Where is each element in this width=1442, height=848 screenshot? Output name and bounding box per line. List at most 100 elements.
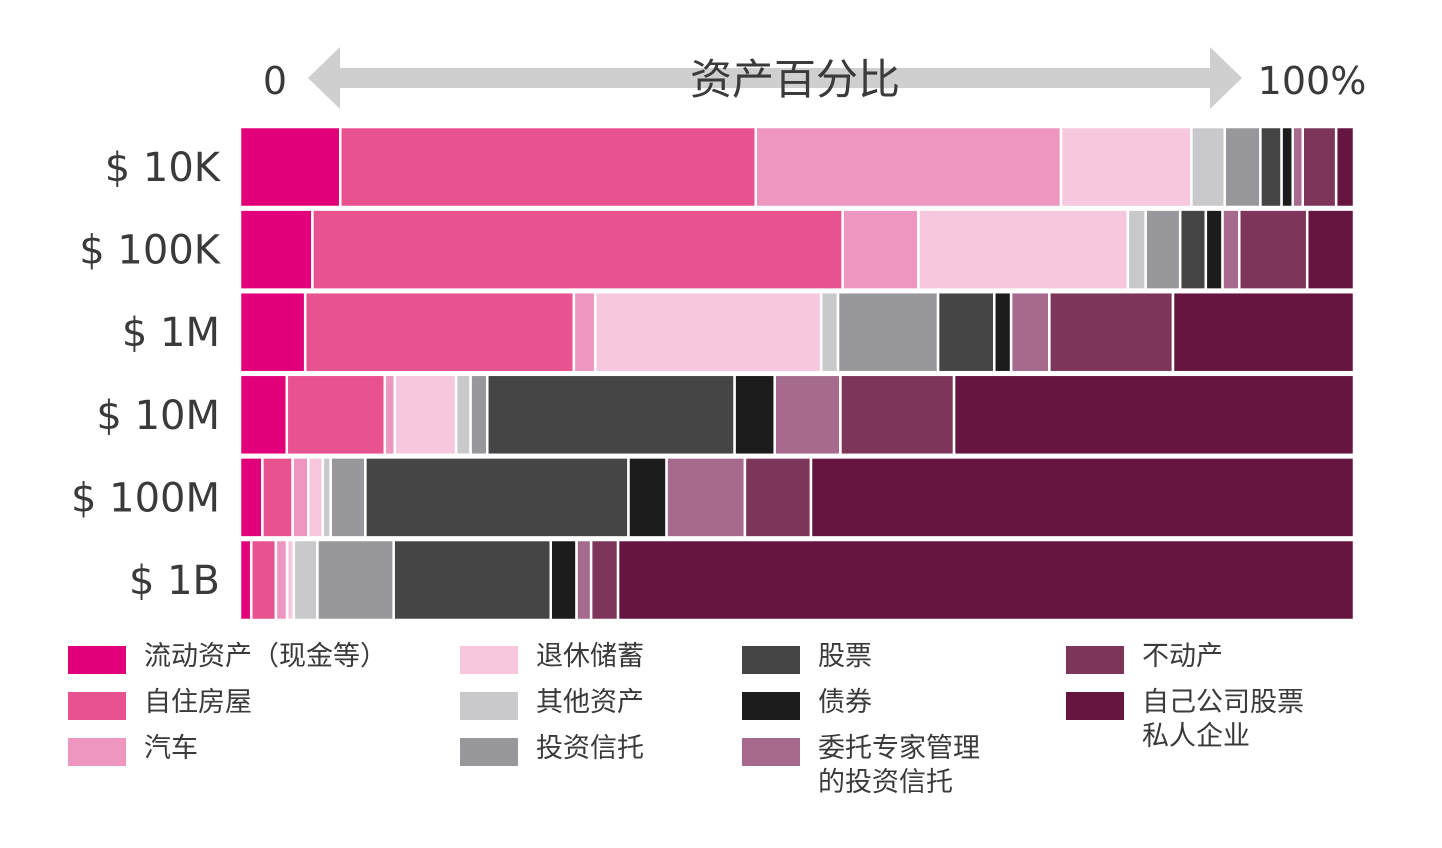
legend-label-line: 流动资产（现金等） <box>144 641 387 672</box>
bar-segment <box>952 373 1356 457</box>
bar-segment <box>291 456 310 539</box>
legend-label-line: 退休储蓄 <box>536 641 644 672</box>
bar-segment <box>665 456 747 539</box>
bar-segment <box>364 456 630 539</box>
legend-swatch <box>68 738 126 766</box>
bar-segment <box>274 538 289 622</box>
bar-row <box>238 125 1356 209</box>
bar-segment <box>1009 290 1051 374</box>
bar-segment <box>819 290 840 374</box>
bar-segment <box>1126 208 1147 291</box>
legend-swatch <box>742 738 800 766</box>
bar-segment <box>383 373 397 457</box>
bar-segment <box>1204 208 1224 291</box>
legend-item: 退休储蓄 <box>460 640 644 674</box>
bar-segment <box>486 373 736 457</box>
category-label: $ 1B <box>129 558 220 604</box>
legend-label-line: 股票 <box>818 641 872 672</box>
stacked-bar-chart: 0 资产百分比 100% $ 10K$ 100K$ 1M$ 10M$ 100M$… <box>71 47 1366 622</box>
legend-label-line: 的投资信托 <box>818 767 953 798</box>
bar-segment <box>593 290 823 374</box>
bar-segment <box>627 456 668 539</box>
legend-label: 委托专家管理 的投资信托 <box>818 732 980 800</box>
legend-label-line: 汽车 <box>144 733 198 764</box>
bar-segment <box>589 538 620 622</box>
bar-segment <box>261 456 294 539</box>
legend-swatch <box>1066 692 1124 720</box>
bar-segment <box>1238 208 1309 291</box>
bar-segment <box>1144 208 1182 291</box>
legend-item: 其他资产 <box>460 686 644 720</box>
category-label: $ 10M <box>96 393 220 439</box>
legend-label: 投资信托 <box>536 732 644 766</box>
legend-label: 流动资产（现金等） <box>144 640 387 674</box>
bar-segment <box>993 290 1013 374</box>
bar-segment <box>238 290 307 374</box>
bar-segment <box>836 290 940 374</box>
category-label: $ 1M <box>122 310 220 356</box>
legend-label: 汽车 <box>144 732 198 766</box>
bar-segment <box>733 373 776 457</box>
legend-swatch <box>460 738 518 766</box>
bar-segment <box>616 538 1356 622</box>
bar-segment <box>339 125 758 209</box>
bar-segment <box>238 373 289 457</box>
bar-row <box>238 373 1356 457</box>
bar-segment <box>743 456 813 539</box>
bar-segment <box>1334 125 1356 209</box>
bar-segment <box>249 538 278 622</box>
bar-segment <box>809 456 1356 539</box>
bar-segment <box>238 208 314 291</box>
bar-segment <box>285 373 387 457</box>
legend-item: 自住房屋 <box>68 686 252 720</box>
bar-segment <box>572 290 597 374</box>
bar-segment <box>303 290 576 374</box>
legend-item: 委托专家管理 的投资信托 <box>742 732 980 800</box>
legend-label: 其他资产 <box>536 686 644 720</box>
category-labels: $ 10K $ 100K $ 1M $ 10M $ 100M $ 1B <box>71 145 222 604</box>
bar-segment <box>841 208 920 291</box>
legend-label: 自己公司股票 私人企业 <box>1142 686 1304 754</box>
bar-segment <box>307 456 325 539</box>
legend-swatch <box>460 692 518 720</box>
bar-segment <box>469 373 489 457</box>
legend-label: 股票 <box>818 640 872 674</box>
legend-swatch <box>742 646 800 674</box>
axis-arrow-shape <box>308 47 1242 109</box>
legend-label-line: 其他资产 <box>536 687 644 718</box>
legend-label-line: 自己公司股票 <box>1142 687 1304 718</box>
bar-rows <box>238 125 1356 622</box>
bar-segment <box>1190 125 1227 209</box>
legend-label-line: 私人企业 <box>1142 721 1250 752</box>
legend-swatch <box>1066 646 1124 674</box>
legend-item: 投资信托 <box>460 732 644 766</box>
bar-segment <box>1059 125 1193 209</box>
legend-label: 不动产 <box>1142 640 1223 674</box>
legend-item: 汽车 <box>68 732 198 766</box>
legend-swatch <box>742 692 800 720</box>
legend-swatch <box>68 646 126 674</box>
legend-item: 股票 <box>742 640 872 674</box>
axis-left-label: 0 <box>263 59 287 103</box>
axis-title: 资产百分比 <box>690 55 900 104</box>
bar-segment <box>392 538 552 622</box>
legend-item: 流动资产（现金等） <box>68 640 387 674</box>
category-label: $ 10K <box>105 145 222 191</box>
bar-segment <box>238 125 342 209</box>
bar-segment <box>238 538 253 622</box>
bar-segment <box>1048 290 1175 374</box>
bar-segment <box>311 208 844 291</box>
bar-segment <box>329 456 367 539</box>
legend-label-line: 不动产 <box>1142 641 1223 672</box>
bar-segment <box>1305 208 1356 291</box>
bar-segment <box>1171 290 1356 374</box>
category-label: $ 100M <box>71 475 220 521</box>
legend-label: 债券 <box>818 686 872 720</box>
legend-item: 不动产 <box>1066 640 1223 674</box>
legend-swatch <box>68 692 126 720</box>
legend: 流动资产（现金等） 自住房屋汽车 退休储蓄其他资产投资信托 股票债券委托专家管理 的投资… <box>68 640 1368 840</box>
bar-segment <box>839 373 956 457</box>
bar-segment <box>575 538 593 622</box>
legend-item: 债券 <box>742 686 872 720</box>
bar-row <box>238 208 1356 291</box>
